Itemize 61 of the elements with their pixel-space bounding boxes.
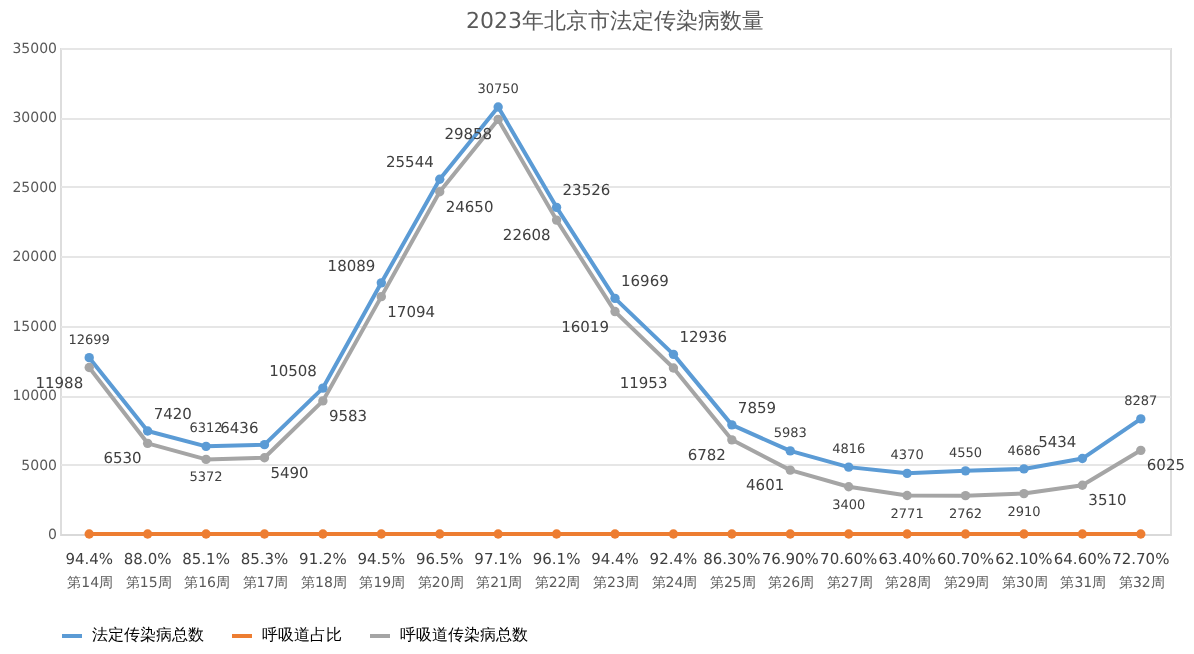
point (610, 306, 620, 317)
point (1077, 480, 1088, 490)
point (902, 468, 912, 478)
point (84, 362, 94, 373)
point (960, 490, 971, 501)
point (843, 482, 854, 492)
point (201, 441, 211, 452)
point (84, 352, 94, 363)
point (201, 529, 211, 539)
point (727, 435, 737, 445)
point (843, 462, 854, 472)
point (785, 465, 795, 475)
point (318, 529, 328, 539)
point (1136, 529, 1146, 539)
point (376, 278, 387, 288)
point (1019, 464, 1029, 474)
legend-label: 呼吸道传染病总数 (400, 626, 528, 644)
point (902, 529, 912, 539)
legend-label: 呼吸道占比 (262, 626, 342, 644)
point (960, 466, 971, 476)
point (551, 202, 562, 213)
point (668, 529, 679, 539)
point (1077, 529, 1088, 539)
legend-label: 法定传染病总数 (92, 626, 204, 644)
point (376, 529, 387, 539)
point (318, 383, 328, 393)
point (668, 363, 679, 373)
point (1077, 453, 1088, 464)
point (318, 396, 328, 406)
point (142, 438, 153, 449)
point (84, 529, 94, 539)
point (259, 453, 270, 463)
point (610, 529, 620, 539)
point (142, 426, 153, 436)
point (551, 215, 562, 225)
point (259, 439, 270, 450)
point (493, 529, 503, 539)
point (259, 529, 270, 539)
point (493, 114, 503, 125)
point (201, 454, 211, 465)
point (785, 529, 795, 539)
point (610, 293, 620, 304)
point (785, 446, 795, 456)
point (1136, 414, 1146, 424)
point (435, 529, 445, 539)
point (493, 102, 503, 112)
point (551, 529, 562, 539)
point (142, 529, 153, 539)
point (435, 187, 445, 197)
point (902, 490, 912, 501)
point (376, 291, 387, 302)
point (668, 349, 679, 360)
point (1136, 445, 1146, 456)
chart-title: 2023年北京市法定传染病数量 (466, 8, 764, 34)
point (727, 420, 737, 430)
point (1019, 488, 1029, 499)
point (435, 174, 445, 184)
point (960, 529, 971, 539)
point (727, 529, 737, 539)
point (1019, 529, 1029, 539)
point (843, 529, 854, 539)
